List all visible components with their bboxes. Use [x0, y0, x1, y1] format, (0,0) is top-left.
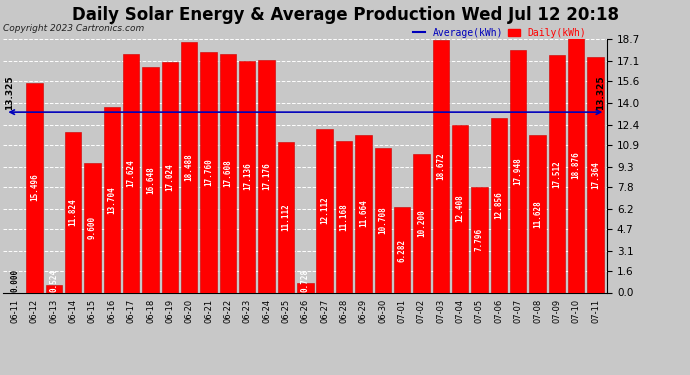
- Text: 18.488: 18.488: [185, 153, 194, 181]
- Bar: [65, 132, 81, 292]
- Bar: [26, 83, 43, 292]
- Bar: [375, 147, 391, 292]
- Bar: [587, 57, 604, 292]
- Bar: [239, 60, 255, 292]
- Bar: [549, 56, 565, 292]
- Text: 15.496: 15.496: [30, 174, 39, 201]
- Bar: [568, 37, 584, 292]
- Bar: [46, 285, 62, 292]
- Text: 11.664: 11.664: [359, 200, 368, 227]
- Text: 10.708: 10.708: [378, 206, 387, 234]
- Bar: [471, 187, 488, 292]
- Bar: [433, 40, 449, 292]
- Text: 13.325: 13.325: [596, 75, 605, 110]
- Bar: [336, 141, 353, 292]
- Text: 17.024: 17.024: [166, 164, 175, 191]
- Text: 17.624: 17.624: [127, 159, 136, 187]
- Text: 17.136: 17.136: [243, 163, 252, 190]
- Text: 17.760: 17.760: [204, 158, 213, 186]
- Bar: [104, 107, 120, 292]
- Bar: [200, 52, 217, 292]
- Text: 10.200: 10.200: [417, 210, 426, 237]
- Text: 13.325: 13.325: [6, 75, 14, 110]
- Bar: [181, 42, 197, 292]
- Text: 11.112: 11.112: [282, 203, 290, 231]
- Legend: Average(kWh), Daily(kWh): Average(kWh), Daily(kWh): [409, 24, 590, 42]
- Text: 0.000: 0.000: [10, 269, 19, 292]
- Bar: [258, 60, 275, 292]
- Text: 11.628: 11.628: [533, 200, 542, 228]
- Text: Daily Solar Energy & Average Production Wed Jul 12 20:18: Daily Solar Energy & Average Production …: [72, 6, 618, 24]
- Text: 12.408: 12.408: [455, 195, 464, 222]
- Bar: [413, 154, 430, 292]
- Text: 17.512: 17.512: [553, 160, 562, 188]
- Bar: [161, 62, 178, 292]
- Text: 17.608: 17.608: [224, 159, 233, 187]
- Text: 12.112: 12.112: [320, 196, 329, 224]
- Bar: [510, 50, 526, 292]
- Text: 11.824: 11.824: [68, 199, 77, 226]
- Bar: [355, 135, 372, 292]
- Text: 0.728: 0.728: [301, 269, 310, 292]
- Bar: [142, 67, 159, 292]
- Text: 12.856: 12.856: [494, 192, 503, 219]
- Text: 17.948: 17.948: [513, 157, 523, 185]
- Text: 6.282: 6.282: [397, 238, 406, 261]
- Bar: [394, 207, 411, 292]
- Text: 11.168: 11.168: [339, 203, 348, 231]
- Bar: [278, 142, 294, 292]
- Text: 18.876: 18.876: [572, 151, 581, 178]
- Bar: [491, 118, 507, 292]
- Bar: [297, 283, 313, 292]
- Bar: [84, 162, 101, 292]
- Text: 17.364: 17.364: [591, 161, 600, 189]
- Text: 16.648: 16.648: [146, 166, 155, 194]
- Text: 0.524: 0.524: [49, 269, 58, 292]
- Text: 17.176: 17.176: [262, 162, 271, 190]
- Bar: [219, 54, 236, 292]
- Text: 13.704: 13.704: [108, 186, 117, 214]
- Text: 9.600: 9.600: [88, 216, 97, 239]
- Bar: [317, 129, 333, 292]
- Bar: [529, 135, 546, 292]
- Bar: [123, 54, 139, 292]
- Text: Copyright 2023 Cartronics.com: Copyright 2023 Cartronics.com: [3, 24, 145, 33]
- Text: 7.796: 7.796: [475, 228, 484, 251]
- Bar: [452, 124, 469, 292]
- Text: 18.672: 18.672: [436, 152, 445, 180]
